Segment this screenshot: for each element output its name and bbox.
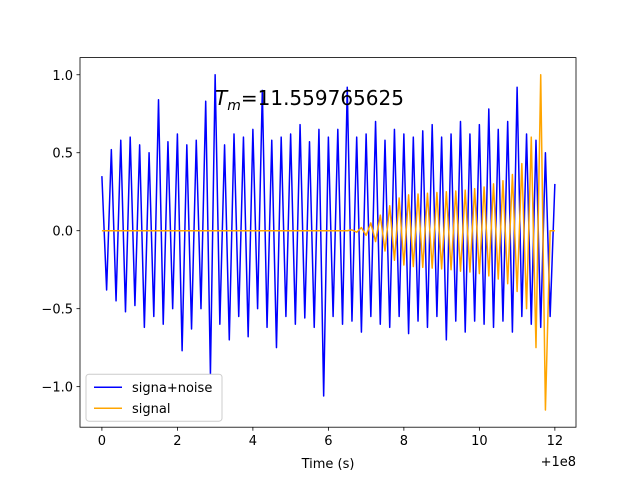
- legend: signa+noise signal: [85, 373, 223, 422]
- y-tick-label: 0.5: [52, 147, 73, 162]
- legend-label: signa+noise: [132, 381, 212, 396]
- annotation-symbol: T: [215, 86, 229, 110]
- x-tick-label: 10: [471, 434, 488, 449]
- annotation-text: =11.559765625: [241, 86, 404, 110]
- x-tick-label: 6: [324, 434, 332, 449]
- x-tick-label: 2: [173, 434, 181, 449]
- y-tick-label: 0.0: [52, 225, 73, 240]
- plot-area: [101, 74, 556, 411]
- annotation: Tm=11.559765625: [215, 86, 404, 114]
- legend-label: signal: [132, 402, 170, 417]
- x-axis-label: Time (s): [301, 457, 355, 472]
- x-offset-label: +1e8: [541, 455, 576, 470]
- x-tick-label: 0: [98, 434, 106, 449]
- y-tick-label: 1.0: [52, 69, 73, 84]
- y-tick-label: −1.0: [41, 381, 73, 396]
- annotation-subscript: m: [227, 98, 241, 114]
- x-tick-label: 4: [249, 434, 257, 449]
- x-tick-label: 12: [547, 434, 564, 449]
- legend-box: [85, 373, 223, 422]
- series-line: [101, 74, 556, 397]
- x-tick-label: 8: [400, 434, 408, 449]
- y-tick-label: −0.5: [41, 303, 73, 318]
- series-line: [101, 74, 555, 411]
